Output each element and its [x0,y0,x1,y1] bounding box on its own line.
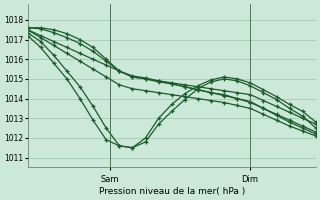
X-axis label: Pression niveau de la mer( hPa ): Pression niveau de la mer( hPa ) [99,187,245,196]
